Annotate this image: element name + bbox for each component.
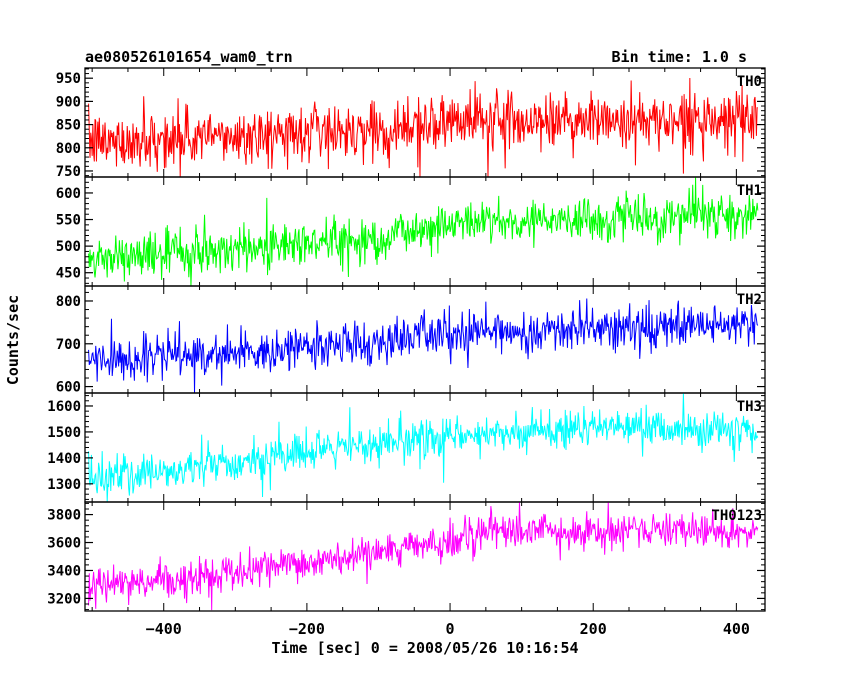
- panel-label: TH0123: [711, 508, 762, 524]
- y-tick-label: 450: [56, 266, 81, 282]
- series-line-th2: [88, 298, 759, 393]
- panel-frame: [84, 392, 766, 503]
- chart-title-right: Bin time: 1.0 s: [612, 48, 747, 66]
- y-tick-label: 3400: [47, 563, 81, 579]
- panel-th1: 450 500 550 600 TH1: [56, 176, 766, 287]
- y-tick-label: 3600: [47, 536, 81, 552]
- panel-frame: [84, 285, 766, 394]
- x-tick-label: −200: [289, 620, 325, 638]
- panel-label: TH1: [737, 183, 762, 199]
- y-tick-label: 1500: [47, 425, 81, 441]
- y-tick-label: 700: [56, 337, 81, 353]
- panel-label: TH0: [737, 74, 762, 90]
- panel-frame: [84, 501, 766, 612]
- y-tick-label: 900: [56, 94, 81, 110]
- y-axis-label: Counts/sec: [4, 295, 22, 385]
- x-tick-label: 200: [580, 620, 607, 638]
- panel-th3: 1300 1400 1500 1600 TH3: [47, 392, 766, 503]
- x-tick-labels: −400 −200 0 200 400: [146, 620, 750, 638]
- x-tick-label: 400: [723, 620, 750, 638]
- y-tick-label: 800: [56, 141, 81, 157]
- y-tick-label: 3800: [47, 508, 81, 524]
- panel-label: TH2: [737, 292, 762, 308]
- series-line-th0123: [88, 502, 759, 611]
- x-tick-label: −400: [146, 620, 182, 638]
- y-tick-label: 750: [56, 164, 81, 180]
- y-tick-label: 1400: [47, 451, 81, 467]
- series-line-th3: [88, 393, 759, 502]
- y-tick-label: 500: [56, 239, 81, 255]
- series-line-th1: [88, 177, 759, 286]
- y-tick-label: 1600: [47, 399, 81, 415]
- panel-th0: 750 800 850 900 950 TH0: [56, 67, 766, 180]
- y-tick-label: 600: [56, 186, 81, 202]
- y-tick-label: 550: [56, 213, 81, 229]
- x-axis-label: Time [sec] 0 = 2008/05/26 10:16:54: [271, 639, 578, 657]
- chart-title-left: ae080526101654_wam0_trn: [85, 48, 293, 66]
- panel-label: TH3: [737, 399, 762, 415]
- y-tick-label: 950: [56, 71, 81, 87]
- x-tick-label: 0: [446, 620, 455, 638]
- y-tick-label: 1300: [47, 477, 81, 493]
- panel-th2: 600 700 800 TH2: [56, 285, 766, 396]
- y-tick-label: 600: [56, 380, 81, 396]
- y-tick-label: 3200: [47, 591, 81, 607]
- series-line-th0: [88, 78, 758, 177]
- panel-th0123: 3200 3400 3600 3800 TH0123: [47, 501, 766, 612]
- y-tick-label: 800: [56, 294, 81, 310]
- panels-group: 750 800 850 900 950 TH0 450 500 550 600 TH1 600 700 8…: [47, 67, 766, 612]
- y-tick-label: 850: [56, 118, 81, 134]
